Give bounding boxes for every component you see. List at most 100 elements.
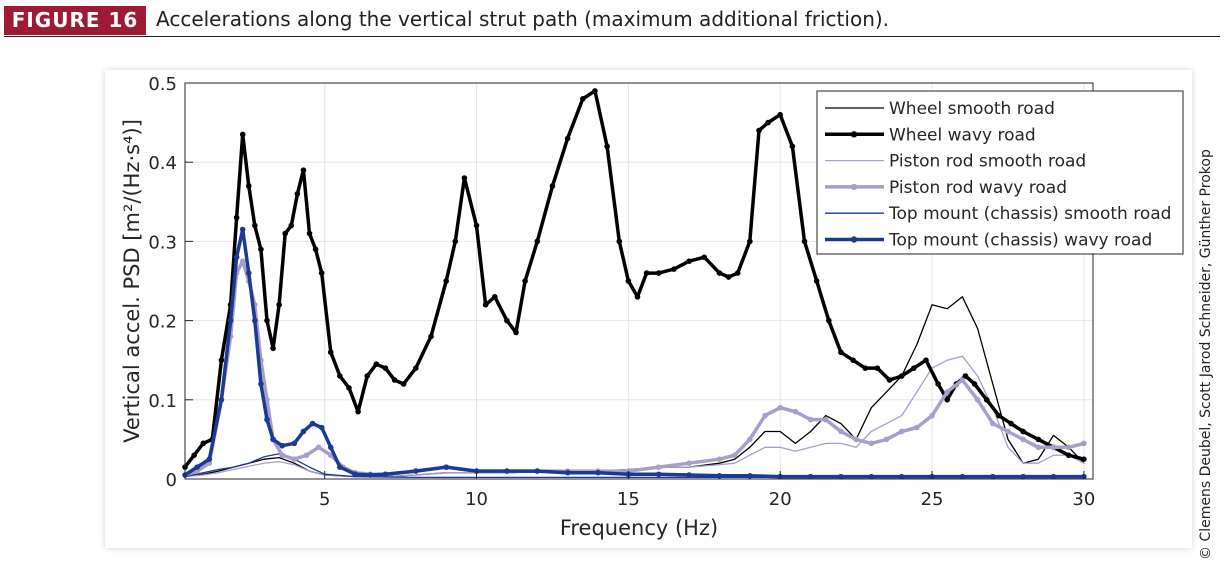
series-point-5-43 [1050, 473, 1057, 480]
series-point-1-43 [564, 135, 571, 142]
series-point-1-29 [400, 381, 407, 387]
series-point-1-45 [592, 88, 598, 94]
header-rule [4, 36, 1220, 37]
series-point-1-46 [604, 143, 610, 150]
legend-item-4: Top mount (chassis) smooth road [825, 204, 1171, 224]
legend-item-0: Wheel smooth road [825, 99, 1055, 119]
series-point-1-73 [923, 357, 929, 364]
chart-panel: 5 10 15 20 25 30 0 0.1 0.2 0.3 0.4 0.5 Frequency (H… [105, 70, 1192, 548]
series-point-3-45 [929, 412, 935, 419]
series-point-3-47 [959, 377, 966, 383]
series-point-5-19 [352, 471, 358, 478]
series-point-1-28 [391, 377, 398, 383]
series-point-5-13 [291, 440, 298, 447]
series-point-5-32 [716, 473, 723, 479]
figure-header: FIGURE 16 Accelerations along the vertic… [4, 6, 1220, 40]
series-point-1-57 [734, 270, 741, 276]
series-point-1-12 [270, 345, 276, 352]
series-point-1-40 [522, 278, 528, 284]
series-point-3-54 [1065, 444, 1072, 451]
series-point-1-70 [886, 377, 893, 383]
series-point-3-34 [762, 412, 768, 419]
series-point-1-38 [504, 317, 510, 324]
series-point-5-2 [206, 456, 213, 463]
y-tick-label: 0 [166, 470, 177, 491]
series-point-5-7 [245, 270, 252, 276]
series-point-1-32 [443, 278, 449, 284]
series-point-3-43 [898, 428, 905, 435]
series-point-3-31 [716, 456, 723, 463]
series-point-1-64 [813, 278, 820, 284]
series-point-1-51 [655, 270, 662, 276]
series-point-3-49 [989, 420, 996, 427]
series-point-1-47 [616, 238, 623, 245]
series-point-5-22 [412, 468, 419, 474]
series-point-5-12 [279, 442, 285, 449]
series-point-3-44 [914, 424, 920, 431]
series-point-1-77 [962, 373, 969, 379]
series-point-1-11 [264, 317, 270, 324]
series-point-1-21 [327, 349, 334, 356]
y-tick-label: 0.2 [148, 312, 177, 333]
series-point-1-19 [312, 246, 319, 253]
series-point-3-32 [731, 452, 738, 459]
series-point-3-51 [1020, 436, 1026, 443]
series-point-1-86 [1081, 456, 1087, 463]
series-point-1-65 [825, 317, 832, 324]
x-tick-label: 30 [1072, 489, 1095, 510]
series-point-5-20 [367, 472, 374, 478]
legend-label-1: Wheel wavy road [889, 125, 1036, 145]
series-point-1-54 [701, 254, 708, 261]
series-point-1-83 [1035, 436, 1042, 443]
series-point-1-14 [282, 230, 289, 237]
series-point-1-30 [412, 365, 419, 371]
y-tick-label: 0.3 [148, 232, 177, 253]
series-point-1-81 [1008, 420, 1014, 427]
series-point-3-52 [1035, 444, 1042, 451]
series-point-5-5 [233, 254, 240, 261]
series-point-1-63 [801, 238, 808, 245]
series-point-1-42 [549, 183, 556, 189]
series-point-5-17 [327, 444, 334, 451]
series-point-1-33 [452, 238, 459, 245]
legend-item-2: Piston rod smooth road [825, 152, 1086, 172]
series-point-3-41 [868, 440, 875, 447]
series-point-5-26 [534, 468, 541, 474]
series-point-3-39 [838, 428, 844, 435]
legend-marker-3 [850, 183, 858, 191]
legend-marker-5 [850, 236, 858, 243]
series-line-3 [183, 259, 1086, 477]
series-point-3-40 [853, 436, 859, 443]
series-point-3-55 [1081, 440, 1087, 447]
series-point-1-22 [337, 373, 343, 379]
series-point-5-40 [959, 473, 966, 480]
legend-item-5: Top mount (chassis) wavy road [825, 231, 1152, 251]
legend-box [816, 90, 1184, 255]
series-point-1-20 [318, 270, 325, 276]
series-point-5-4 [227, 317, 234, 324]
legend-label-5: Top mount (chassis) wavy road [888, 231, 1152, 251]
series-point-1-13 [276, 301, 282, 308]
series-point-1-41 [534, 238, 541, 245]
series-point-5-10 [264, 416, 270, 423]
series-point-5-25 [504, 468, 510, 474]
series-point-5-38 [898, 473, 905, 480]
series-point-1-52 [671, 266, 677, 272]
x-axis-label: Frequency (Hz) [560, 516, 718, 540]
legend-label-3: Piston rod wavy road [889, 178, 1067, 198]
series-point-5-33 [747, 473, 753, 479]
x-tick-label: 25 [921, 489, 944, 510]
series-point-1-1 [191, 452, 197, 459]
series-point-1-44 [580, 96, 586, 102]
series-2 [184, 355, 1085, 478]
y-tick-label: 0.4 [148, 153, 177, 174]
series-point-1-36 [482, 301, 489, 308]
legend-label-0: Wheel smooth road [889, 99, 1055, 119]
series-point-1-68 [862, 365, 869, 371]
series-point-1-59 [756, 127, 762, 134]
series-point-5-11 [270, 436, 276, 443]
series-point-3-37 [807, 416, 814, 423]
series-point-1-72 [911, 365, 917, 371]
x-tick-label: 20 [769, 489, 792, 510]
series-point-5-1 [194, 464, 200, 470]
